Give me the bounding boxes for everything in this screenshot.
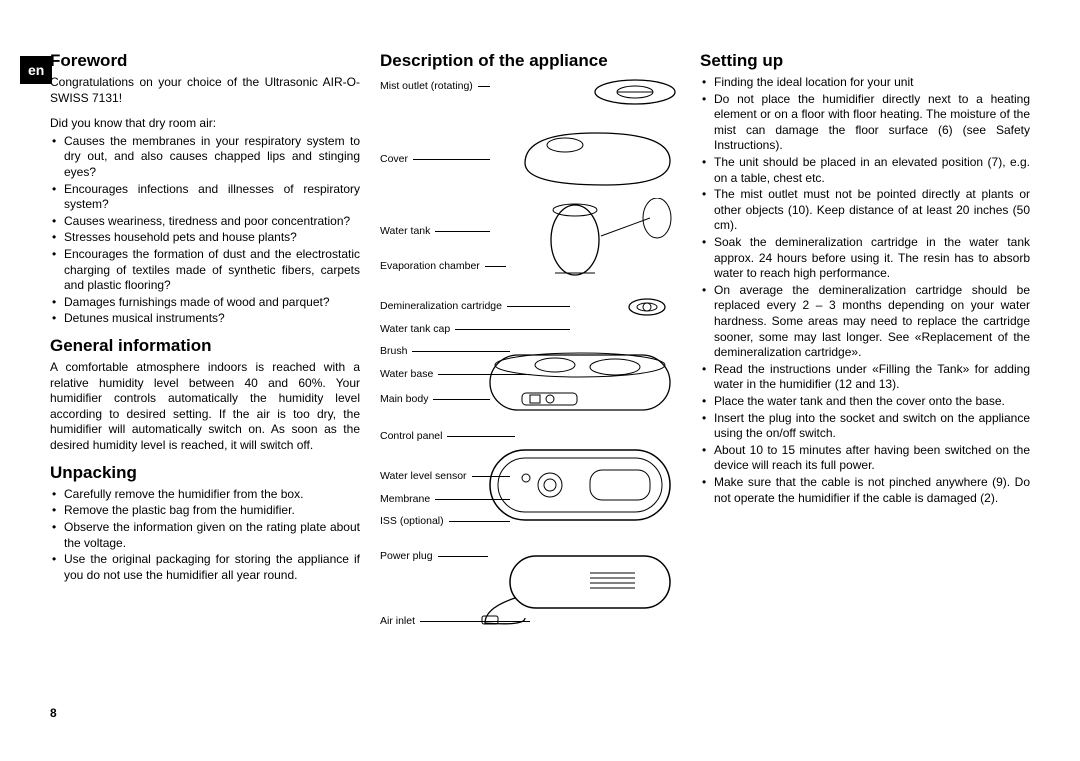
column-setup: Setting up Finding the ideal location fo…	[700, 50, 1030, 665]
foreword-list: Causes the membranes in your respiratory…	[50, 134, 360, 327]
foreword-item: Causes the membranes in your respiratory…	[64, 134, 360, 181]
mist-outlet-icon	[505, 75, 680, 110]
setup-item: Soak the demineralization cartridge in t…	[714, 235, 1030, 282]
label-demin-cartridge: Demineralization cartridge	[380, 300, 570, 314]
unpacking-item: Use the original packaging for storing t…	[64, 552, 360, 583]
label-water-tank: Water tank	[380, 225, 490, 239]
columns: Foreword Congratulations on your choice …	[50, 50, 1030, 665]
setup-item: About 10 to 15 minutes after having been…	[714, 443, 1030, 474]
label-power-plug: Power plug	[380, 550, 488, 564]
setup-item: Insert the plug into the socket and swit…	[714, 411, 1030, 442]
setup-item: Read the instructions under «Filling the…	[714, 362, 1030, 393]
column-foreword: Foreword Congratulations on your choice …	[50, 50, 360, 665]
setup-item: The mist outlet must not be pointed dire…	[714, 187, 1030, 234]
manual-page: en Foreword Congratulations on your choi…	[50, 50, 1030, 730]
cartridge-icon	[575, 285, 680, 330]
foreword-item: Encourages infections and illnesses of r…	[64, 182, 360, 213]
setup-heading: Setting up	[700, 50, 1030, 72]
column-description: Description of the appliance Mist outlet…	[380, 50, 680, 665]
cover-icon	[505, 113, 680, 191]
foreword-item: Detunes musical instruments?	[64, 311, 360, 327]
general-heading: General information	[50, 335, 360, 357]
base-icon	[480, 335, 680, 425]
foreword-item: Causes weariness, tiredness and poor con…	[64, 214, 360, 230]
setup-item: Finding the ideal location for your unit	[714, 75, 1030, 91]
appliance-diagram: Mist outlet (rotating) Cover Water tank …	[380, 75, 680, 635]
water-tank-icon	[505, 198, 680, 283]
setup-item: On average the demineralization cartridg…	[714, 283, 1030, 361]
setup-item: Make sure that the cable is not pinched …	[714, 475, 1030, 506]
label-main-body: Main body	[380, 393, 490, 407]
general-text: A comfortable atmosphere indoors is reac…	[50, 360, 360, 454]
foreword-intro: Congratulations on your choice of the Ul…	[50, 75, 360, 106]
foreword-item: Stresses household pets and house plants…	[64, 230, 360, 246]
unpacking-item: Carefully remove the humidifier from the…	[64, 487, 360, 503]
side-view-icon	[480, 538, 680, 628]
foreword-heading: Foreword	[50, 50, 360, 72]
unpacking-heading: Unpacking	[50, 462, 360, 484]
setup-item: Do not place the humidifier directly nex…	[714, 92, 1030, 154]
label-cover: Cover	[380, 153, 490, 167]
unpacking-item: Observe the information given on the rat…	[64, 520, 360, 551]
setup-list: Finding the ideal location for your unit…	[700, 75, 1030, 506]
page-number: 8	[50, 706, 57, 722]
label-mist-outlet: Mist outlet (rotating)	[380, 80, 490, 94]
setup-item: Place the water tank and then the cover …	[714, 394, 1030, 410]
label-evap-chamber: Evaporation chamber	[380, 260, 506, 274]
foreword-lead: Did you know that dry room air:	[50, 116, 360, 132]
language-tab: en	[20, 56, 52, 84]
foreword-item: Damages furnishings made of wood and par…	[64, 295, 360, 311]
unpacking-list: Carefully remove the humidifier from the…	[50, 487, 360, 584]
setup-item: The unit should be placed in an elevated…	[714, 155, 1030, 186]
top-view-icon	[480, 440, 680, 530]
foreword-item: Encourages the formation of dust and the…	[64, 247, 360, 294]
description-heading: Description of the appliance	[380, 50, 680, 72]
unpacking-item: Remove the plastic bag from the humidifi…	[64, 503, 360, 519]
